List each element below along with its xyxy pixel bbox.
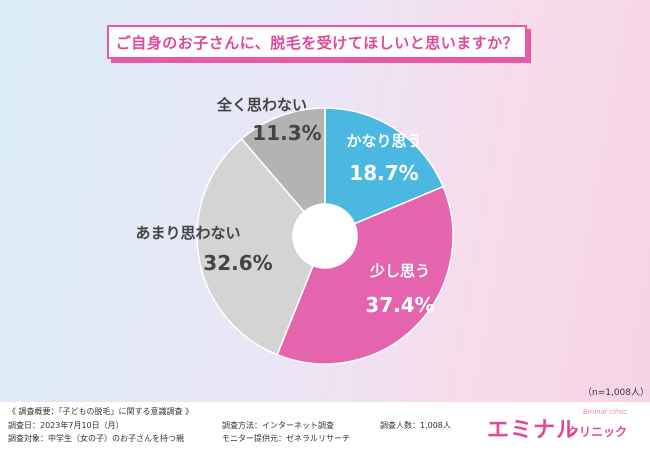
slice-0: [324, 107, 445, 225]
clinic-logo-sub: クリニック: [567, 425, 628, 439]
slice-2: [196, 137, 315, 356]
logo-english: Eminal clinic: [583, 408, 628, 416]
clinic-logo: エミナル: [487, 418, 580, 443]
chart-title-box: ご自身のお子さんに、脱毛を受けてほしいと思いますか？: [107, 25, 527, 59]
donut-chart: かなり思う 18.7% 少し思う 37.4% あまり思わない 32.6% 全く思わない 11.…: [135, 96, 454, 365]
slice-value-3: 11.3%: [252, 121, 321, 145]
slice-1: [276, 185, 454, 365]
slice-label-0: かなり思う: [346, 132, 421, 150]
chart-title: ご自身のお子さんに、脱毛を受けてほしいと思いますか？: [115, 33, 519, 52]
survey-method: 調査方法：インターネット調査: [222, 421, 334, 430]
survey-date: 調査日：2023年7月10日（月）: [8, 421, 124, 430]
survey-footer: 《 調査概要：「子どもの脱毛」に関する意識調査 》 調査日：2023年7月10日…: [0, 402, 650, 450]
slice-value-2: 32.6%: [203, 251, 272, 275]
slice-value-0: 18.7%: [349, 161, 418, 185]
slice-label-1: 少し思う: [369, 262, 430, 280]
survey-monitor: モニター提供元：ゼネラルリサーチ: [222, 434, 350, 443]
sample-size-note: （n=1,008人）: [583, 388, 650, 398]
slice-label-2: あまり思わない: [135, 224, 240, 242]
survey-heading: 《 調査概要：「子どもの脱毛」に関する意識調査 》: [8, 407, 194, 416]
slice-label-3: 全く思わない: [216, 96, 307, 114]
donut-hole: [293, 204, 357, 268]
survey-target: 調査対象：中学生（女の子）のお子さんを持つ親: [8, 434, 184, 443]
slice-value-1: 37.4%: [365, 293, 434, 317]
survey-count: 調査人数：1,008人: [380, 421, 451, 430]
